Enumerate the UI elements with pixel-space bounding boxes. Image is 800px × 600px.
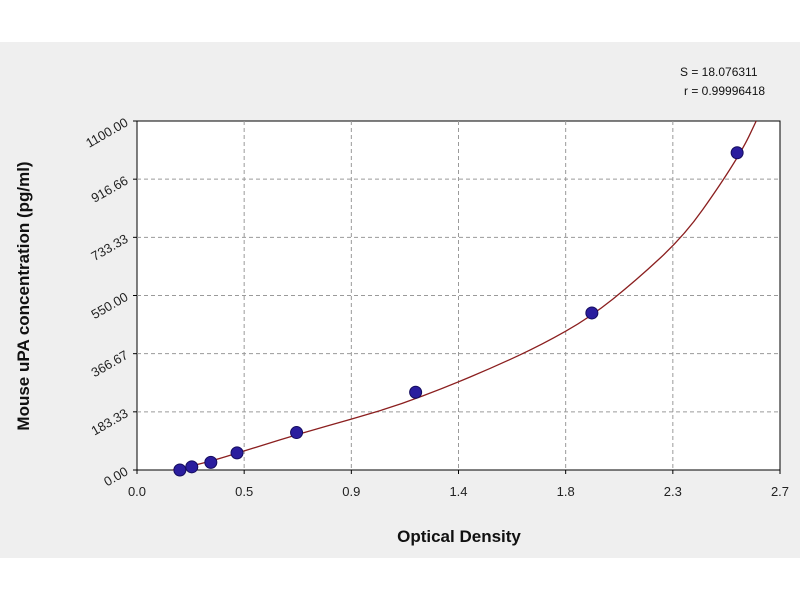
data-point: [585, 306, 599, 320]
data-point: [730, 146, 744, 160]
data-point: [173, 463, 187, 477]
y-tick-label: 1100.00: [83, 115, 130, 151]
x-axis-tick-labels: 0.0 0.5 0.9 1.4 1.8 2.3 2.7: [128, 484, 789, 499]
x-tick-label: 0.5: [235, 484, 253, 499]
data-points: [173, 146, 744, 477]
data-point: [409, 385, 423, 399]
y-tick-label: 0.00: [101, 464, 130, 490]
stat-r-value: r = 0.99996418: [684, 84, 765, 98]
y-tick-label: 916.66: [89, 173, 131, 206]
stat-s-value: S = 18.076311: [680, 65, 758, 79]
y-axis-title: Mouse uPA concentration (pg/ml): [14, 161, 33, 430]
y-axis-tick-labels: 0.00 183.33 366.67 550.00 733.33 916.66 1100.0…: [83, 115, 130, 490]
data-point: [185, 460, 199, 474]
x-tick-label: 1.4: [449, 484, 467, 499]
x-tick-label: 0.0: [128, 484, 146, 499]
data-point: [204, 455, 218, 469]
data-point: [230, 446, 244, 460]
x-axis-title: Optical Density: [397, 527, 521, 546]
x-tick-label: 1.8: [557, 484, 575, 499]
fit-curve: [172, 120, 757, 471]
y-tick-label: 366.67: [89, 347, 131, 380]
y-tick-label: 550.00: [89, 289, 131, 322]
grid-lines: [133, 120, 781, 474]
data-point: [290, 426, 304, 440]
y-tick-label: 733.33: [89, 231, 131, 264]
y-tick-label: 183.33: [89, 405, 131, 438]
x-tick-label: 0.9: [342, 484, 360, 499]
x-tick-label: 2.3: [664, 484, 682, 499]
x-tick-label: 2.7: [771, 484, 789, 499]
